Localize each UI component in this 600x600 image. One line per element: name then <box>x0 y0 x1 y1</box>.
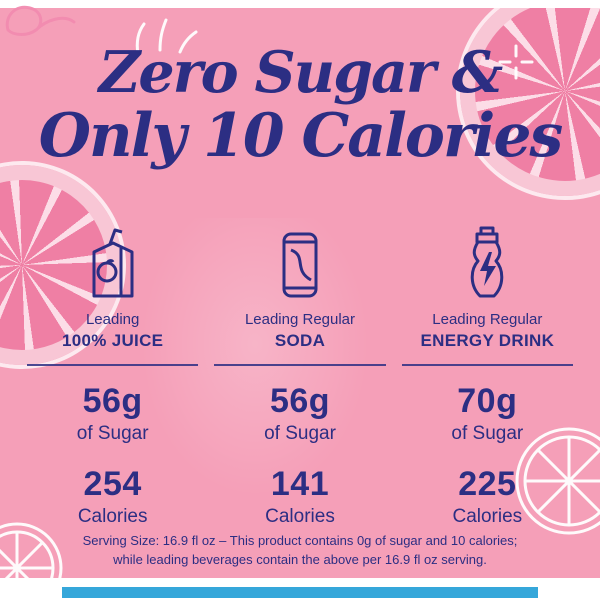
energy-calories-unit: Calories <box>452 506 523 528</box>
beverage-comparison: Leading 100% JUICE 56g of Sugar 254 Calo… <box>19 220 581 528</box>
energy-labels: Leading Regular ENERGY DRINK <box>394 300 581 352</box>
soda-calories-value: 141 <box>270 465 330 504</box>
comparison-column-juice: Leading 100% JUICE 56g of Sugar 254 Calo… <box>19 220 206 528</box>
soda-can-icon <box>282 232 318 298</box>
serving-size-disclaimer: Serving Size: 16.9 fl oz – This product … <box>0 532 600 570</box>
pink-background-panel: Zero Sugar & Only 10 Calories <box>0 8 600 578</box>
soda-calories-unit: Calories <box>265 506 335 528</box>
disclaimer-line-1: Serving Size: 16.9 fl oz – This product … <box>82 533 518 549</box>
energy-divider <box>401 364 573 367</box>
soda-label-name: SODA <box>274 331 326 351</box>
juice-sugar-unit: of Sugar <box>76 423 149 445</box>
headline: Zero Sugar & Only 10 Calories <box>0 8 600 168</box>
soda-icon-box <box>206 220 393 300</box>
soda-labels: Leading Regular SODA <box>206 300 393 352</box>
energy-sugar-unit: of Sugar <box>451 423 524 445</box>
energy-icon-box <box>394 220 581 300</box>
energy-drink-bottle-icon <box>471 226 504 298</box>
pink-scribble-doodle-icon <box>5 5 76 36</box>
comparison-column-soda: Leading Regular SODA 56g of Sugar 141 Ca… <box>206 220 393 528</box>
sparkle-icon <box>498 44 534 80</box>
juice-label-name: 100% JUICE <box>62 331 164 351</box>
juice-calories-unit: Calories <box>77 506 148 528</box>
soda-label-qualifier: Leading Regular <box>244 311 356 328</box>
soda-sugar-value: 56g <box>269 382 331 421</box>
comparison-column-energy-drink: Leading Regular ENERGY DRINK 70g of Suga… <box>394 220 581 528</box>
energy-label-name: ENERGY DRINK <box>420 331 555 351</box>
energy-label-qualifier: Leading Regular <box>432 311 543 328</box>
citrus-lineart-bottom-left <box>0 522 63 578</box>
energy-sugar-value: 70g <box>457 382 518 421</box>
juice-sugar-value: 56g <box>82 382 143 421</box>
juice-label-qualifier: Leading <box>85 311 140 328</box>
splash-doodle-icon <box>135 18 198 56</box>
disclaimer-line-2: while leading beverages contain the abov… <box>113 552 487 568</box>
soda-divider <box>214 364 386 367</box>
juice-labels: Leading 100% JUICE <box>19 300 206 352</box>
bottom-blue-bar <box>62 587 538 598</box>
soda-sugar-unit: of Sugar <box>264 423 336 445</box>
juice-divider <box>27 364 199 367</box>
headline-line-1: Zero Sugar & <box>98 39 504 106</box>
juice-calories-value: 254 <box>83 465 142 504</box>
juice-icon-box <box>19 220 206 300</box>
citrus-lineart-bottom-right <box>515 427 600 535</box>
headline-line-2: Only 10 Calories <box>38 100 564 171</box>
juice-box-icon <box>92 228 134 298</box>
energy-calories-value: 225 <box>458 465 517 504</box>
